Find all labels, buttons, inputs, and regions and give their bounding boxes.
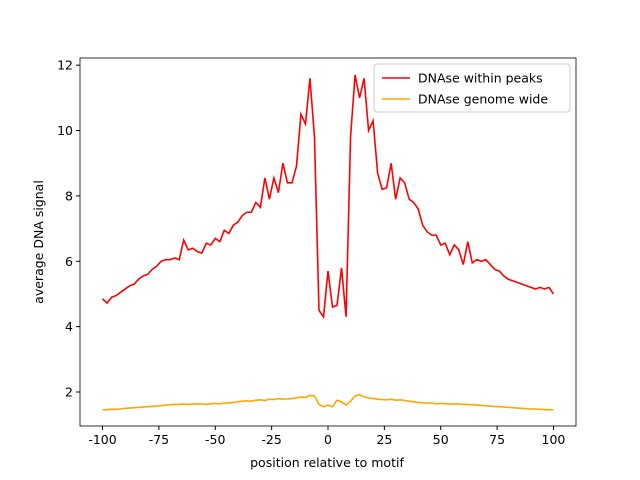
x-tick-label: 50 [433, 432, 449, 447]
legend-label: DNAse within peaks [418, 71, 543, 86]
legend [373, 63, 571, 113]
y-tick-label: 2 [65, 385, 73, 400]
legend-label: DNAse genome wide [418, 92, 548, 107]
line [102, 393, 554, 411]
x-tick-label: -25 [261, 432, 281, 447]
y-tick-label: 10 [57, 123, 73, 138]
x-tick-label: -50 [205, 432, 225, 447]
x-tick-label: 100 [542, 432, 566, 447]
line [101, 74, 555, 320]
x-tick-label: -100 [88, 432, 116, 447]
x-tick-label: 0 [324, 432, 332, 447]
y-tick-label: 4 [65, 319, 73, 334]
y-tick-label: 6 [65, 254, 73, 269]
y-tick-label: 8 [65, 188, 73, 203]
x-axis-label: position relative to motif [250, 455, 404, 470]
x-tick-label: -75 [149, 432, 169, 447]
y-axis-label: average DNA signal [31, 180, 46, 304]
x-tick-label: 75 [489, 432, 505, 447]
plot-frame [79, 57, 577, 427]
x-tick-label: 25 [376, 432, 392, 447]
y-tick-label: 12 [57, 58, 73, 73]
